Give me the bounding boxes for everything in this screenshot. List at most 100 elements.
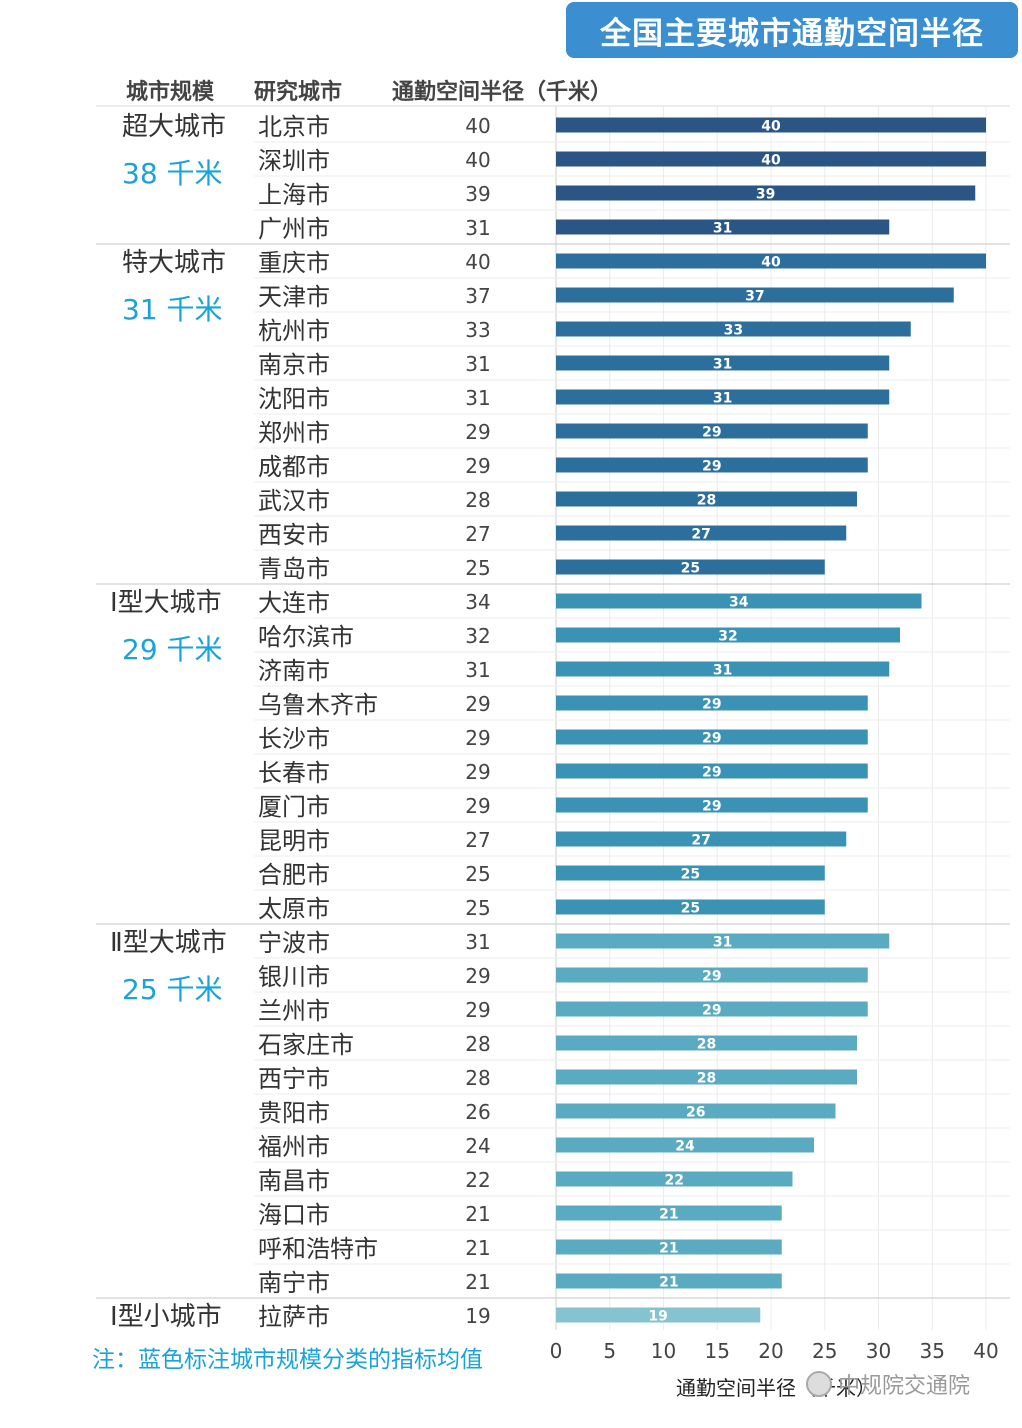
x-tick-label: 15 (705, 1339, 730, 1363)
city-name: 南昌市 (258, 1167, 330, 1195)
city-name: 大连市 (258, 589, 330, 617)
city-name: 长沙市 (258, 725, 330, 753)
tier-average: 38 千米 (122, 157, 223, 190)
city-name: 深圳市 (258, 147, 330, 175)
bar (556, 185, 976, 201)
city-name: 西安市 (258, 521, 330, 549)
bar-data-label: 40 (761, 255, 781, 271)
radius-value: 29 (465, 794, 490, 818)
bar (556, 1239, 782, 1255)
x-tick-label: 5 (603, 1339, 616, 1363)
bar-data-label: 29 (702, 765, 721, 781)
radius-value: 28 (465, 1066, 490, 1090)
watermark: 中规院交通院 (806, 1368, 970, 1400)
bar (556, 763, 868, 779)
city-name: 武汉市 (258, 487, 330, 515)
radius-value: 25 (465, 896, 490, 920)
bar (556, 457, 868, 473)
radius-value: 29 (465, 454, 490, 478)
bar (556, 593, 922, 609)
radius-value: 19 (465, 1304, 490, 1328)
tier-average: 29 千米 (122, 633, 223, 666)
radius-value: 28 (465, 1032, 490, 1056)
city-name: 兰州市 (258, 997, 330, 1025)
radius-value: 31 (465, 930, 490, 954)
bar (556, 1307, 761, 1323)
city-name: 广州市 (258, 215, 330, 243)
city-name: 海口市 (258, 1201, 330, 1229)
bar (556, 1035, 857, 1051)
city-name: 成都市 (258, 453, 330, 481)
city-name: 银川市 (258, 963, 330, 991)
radius-value: 21 (465, 1236, 490, 1260)
city-name: 济南市 (258, 657, 330, 685)
radius-value: 33 (465, 318, 490, 342)
tier-label: Ⅰ型大城市 (110, 588, 222, 618)
bar-data-label: 29 (702, 799, 721, 815)
bar-data-label: 21 (659, 1241, 678, 1257)
city-name: 哈尔滨市 (258, 623, 354, 651)
city-name: 宁波市 (258, 929, 330, 957)
bar-data-label: 29 (702, 731, 721, 747)
bar-data-label: 28 (697, 1071, 716, 1087)
bar-data-label: 25 (681, 561, 700, 577)
radius-value: 29 (465, 692, 490, 716)
radius-value: 40 (465, 250, 490, 274)
radius-value: 29 (465, 726, 490, 750)
bar-data-label: 29 (702, 425, 721, 441)
city-name: 拉萨市 (258, 1303, 330, 1331)
radius-value: 31 (465, 352, 490, 376)
bar-data-label: 28 (697, 1037, 716, 1053)
bar (556, 321, 911, 337)
bar-data-label: 25 (681, 901, 700, 917)
bar-data-label: 29 (702, 697, 721, 713)
bar (556, 933, 890, 949)
x-tick-label: 30 (866, 1339, 891, 1363)
bar-data-label: 39 (756, 187, 775, 203)
x-tick-label: 40 (973, 1339, 998, 1363)
bar (556, 559, 825, 575)
radius-value: 40 (465, 114, 490, 138)
city-name: 呼和浩特市 (258, 1235, 378, 1263)
bar-data-label: 26 (686, 1105, 705, 1121)
city-name: 杭州市 (258, 317, 330, 345)
bar-data-label: 24 (675, 1139, 695, 1155)
bar-data-label: 31 (713, 663, 732, 679)
city-name: 昆明市 (258, 827, 330, 855)
radius-value: 25 (465, 556, 490, 580)
x-tick-label: 10 (651, 1339, 676, 1363)
radius-value: 28 (465, 488, 490, 512)
bar-data-label: 19 (648, 1309, 667, 1325)
city-name: 厦门市 (258, 793, 330, 821)
bar (556, 661, 890, 677)
radius-value: 39 (465, 182, 490, 206)
city-name: 沈阳市 (258, 385, 330, 413)
bar (556, 219, 890, 235)
city-name: 长春市 (258, 759, 330, 787)
bar-data-label: 29 (702, 459, 721, 475)
bar (556, 1001, 868, 1017)
radius-value: 34 (465, 590, 490, 614)
watermark-text: 中规院交通院 (838, 1374, 971, 1399)
bar (556, 1137, 814, 1153)
bar (556, 1103, 836, 1119)
city-name: 西宁市 (258, 1065, 330, 1093)
x-tick-label: 0 (550, 1339, 563, 1363)
tier-label: Ⅱ型大城市 (110, 928, 227, 958)
header-study-city: 研究城市 (254, 80, 343, 105)
radius-value: 21 (465, 1202, 490, 1226)
city-name: 郑州市 (258, 419, 330, 447)
bar-data-label: 21 (659, 1275, 678, 1291)
header-commute-radius: 通勤空间半径（千米） (392, 80, 613, 105)
radius-value: 31 (465, 386, 490, 410)
city-name: 天津市 (258, 283, 330, 311)
radius-value: 31 (465, 216, 490, 240)
bar-data-label: 29 (702, 969, 721, 985)
bar-data-label: 31 (713, 391, 732, 407)
x-tick-label: 25 (812, 1339, 837, 1363)
bar (556, 1069, 857, 1085)
bar (556, 1171, 793, 1187)
bar (556, 355, 890, 371)
bar-data-label: 27 (691, 527, 710, 543)
